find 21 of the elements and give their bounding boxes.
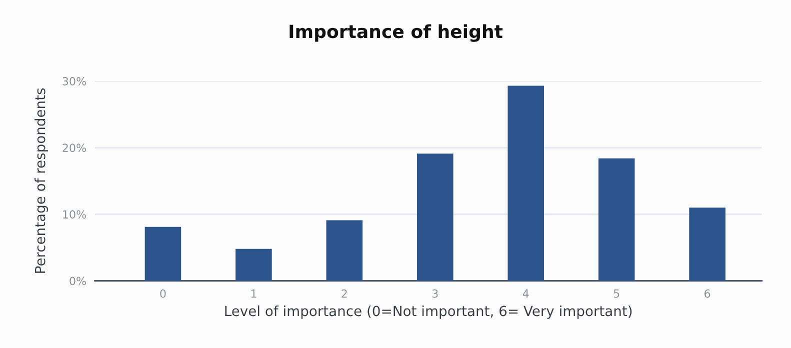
bar (326, 220, 363, 281)
x-tick-label: 3 (432, 289, 438, 298)
y-tick-label: 20% (62, 144, 86, 152)
y-tick-label: 10% (63, 210, 86, 219)
bar (508, 86, 544, 281)
bar (144, 226, 182, 281)
y-tick-label: 0% (70, 276, 86, 286)
bar (689, 208, 726, 281)
x-tick-label: 5 (614, 290, 620, 298)
x-tick-label: 0 (160, 289, 166, 298)
x-tick-label: 1 (251, 290, 256, 298)
x-axis-title: Level of importance (0=Not important, 6= Very important) (225, 305, 632, 319)
x-tick-label: 6 (704, 289, 710, 298)
bar (416, 154, 454, 281)
x-tick-label: 2 (342, 289, 347, 298)
bar (598, 158, 635, 281)
chart-title: Importance of height (290, 24, 503, 42)
y-tick-label: 30% (62, 77, 86, 86)
bar (236, 248, 272, 281)
y-axis-title: Percentage of respondents (34, 88, 48, 273)
x-tick-label: 4 (522, 290, 529, 298)
